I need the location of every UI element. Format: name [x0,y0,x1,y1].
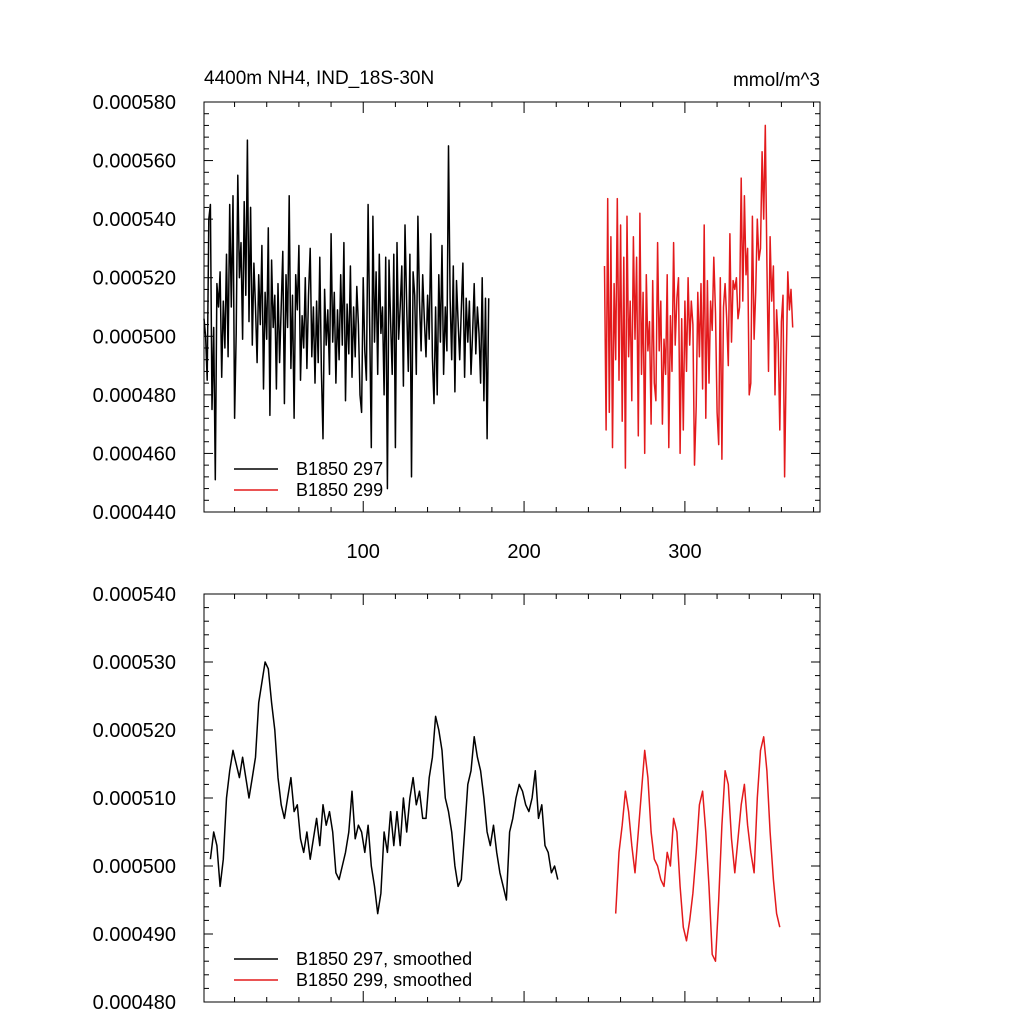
bottom-panel: 0.000480 0.000490 0.000500 0.000510 0.000520… [93,584,821,1014]
legend-label: B1850 299 [296,480,383,500]
y-tick-label: 0.000530 [93,652,176,674]
top-panel-tick-labels: 0.000440 0.000460 0.000480 0.000500 0.000520… [93,92,702,563]
bottom-panel-frame [203,593,821,1003]
top-panel-series [203,124,794,490]
top-panel: 0.000440 0.000460 0.000480 0.000500 0.000520… [93,92,821,563]
y-tick-label: 0.000500 [93,856,176,878]
y-tick-label: 0.000560 [93,151,176,173]
x-tick-label: 300 [668,541,701,563]
y-tick-label: 0.000460 [93,443,176,465]
y-tick-label: 0.000500 [93,326,176,348]
chart-title: 4400m NH4, IND_18S-30N [204,68,434,89]
y-tick-label: 0.000540 [93,584,176,606]
bottom-panel-series [209,661,781,962]
series-line-b1850-297 [203,139,490,490]
series-line-b1850-299 [614,736,781,962]
y-tick-label: 0.000440 [93,502,176,524]
y-tick-label: 0.000580 [93,92,176,114]
y-tick-label: 0.000480 [93,385,176,407]
bottom-panel-ticks [204,593,820,1003]
units-label: mmol/m^3 [733,70,820,91]
series-line-b1850-297 [209,661,559,915]
y-tick-label: 0.000480 [93,992,176,1014]
x-tick-label: 100 [347,541,380,563]
legend-label: B1850 299, smoothed [296,970,472,990]
legend-label: B1850 297, smoothed [296,949,472,969]
y-tick-label: 0.000520 [93,268,176,290]
series-line-b1850-299 [603,124,794,478]
top-panel-ticks [204,101,820,513]
y-tick-label: 0.000540 [93,209,176,231]
bottom-panel-tick-labels: 0.000480 0.000490 0.000500 0.000510 0.000520… [93,584,176,1014]
y-tick-label: 0.000520 [93,720,176,742]
top-panel-frame [203,101,821,513]
y-tick-label: 0.000490 [93,924,176,946]
legend-label: B1850 297 [296,459,383,479]
y-tick-label: 0.000510 [93,788,176,810]
x-tick-label: 200 [507,541,540,563]
